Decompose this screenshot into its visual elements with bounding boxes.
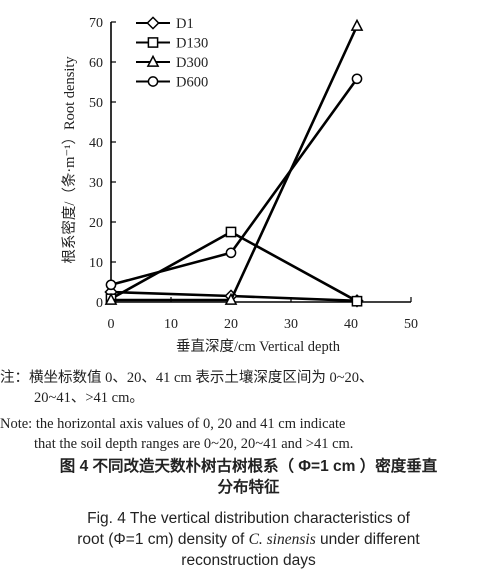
data-point-d130 bbox=[351, 295, 363, 307]
data-point-d600 bbox=[351, 73, 363, 85]
y-tick-label: 20 bbox=[89, 216, 103, 231]
data-point-d600 bbox=[225, 247, 237, 259]
note-en-line2: that the soil depth ranges are 0~20, 20~… bbox=[34, 436, 354, 452]
legend-label-d130: D130 bbox=[176, 36, 208, 52]
y-tick-label: 70 bbox=[89, 16, 103, 31]
caption-zh-line2: 分布特征 bbox=[217, 479, 280, 496]
note-zh-line1: 注：横坐标数值 0、20、41 cm 表示土壤深度区间为 0~20、 bbox=[0, 370, 374, 386]
y-tick-label: 30 bbox=[89, 176, 103, 191]
data-point-d600 bbox=[105, 279, 117, 291]
data-point-d300 bbox=[104, 292, 118, 305]
x-tick-label: 50 bbox=[404, 317, 418, 332]
species-name: C. sinensis bbox=[248, 531, 316, 548]
y-tick-label: 0 bbox=[96, 296, 103, 311]
caption-en-line2b: under different bbox=[315, 531, 420, 548]
legend-marker-d600 bbox=[147, 76, 159, 87]
root-density-chart: 0 10 20 30 40 50 60 70 0 10 20 30 40 50 D1 D130 D300 D60… bbox=[61, 16, 418, 355]
caption-zh-line1: 图 4 不同改造天数朴树古树根系（ Φ=1 cm ）密度垂直 bbox=[59, 458, 438, 475]
data-point-d300 bbox=[350, 18, 364, 31]
figure-caption-zh: 图 4 不同改造天数朴树古树根系（ Φ=1 cm ）密度垂直 分布特征 bbox=[0, 456, 497, 498]
series-layer bbox=[104, 18, 364, 308]
legend-marker-d300 bbox=[146, 54, 160, 67]
chart-legend: D1 D130 D300 D600 bbox=[136, 16, 208, 91]
caption-en-line1: Fig. 4 The vertical distribution charact… bbox=[87, 510, 410, 527]
series-d600 bbox=[105, 73, 363, 291]
legend-label-d600: D600 bbox=[176, 75, 208, 91]
x-tick-label: 30 bbox=[284, 317, 298, 332]
y-tick-label: 50 bbox=[89, 96, 103, 111]
x-axis-label: 垂直深度/cm Vertical depth bbox=[176, 338, 341, 355]
note-en-line1: Note: the horizontal axis values of 0, 2… bbox=[0, 416, 346, 432]
series-line-d300 bbox=[111, 25, 359, 302]
legend-marker-d130 bbox=[147, 37, 159, 48]
y-tick-label: 10 bbox=[89, 256, 103, 271]
y-tick-label: 60 bbox=[89, 56, 103, 71]
caption-en-line3: reconstruction days bbox=[181, 552, 316, 569]
note-zh-line2: 20~41、>41 cm。 bbox=[34, 390, 144, 406]
series-d300 bbox=[104, 18, 364, 305]
legend-label-d1: D1 bbox=[176, 16, 194, 32]
x-tick-label: 10 bbox=[164, 317, 178, 332]
x-tick-label: 0 bbox=[108, 317, 115, 332]
x-tick-label: 20 bbox=[224, 317, 238, 332]
caption-en-line2: root (Φ=1 cm) density of C. sinensis und… bbox=[0, 529, 497, 550]
y-tick-label: 40 bbox=[89, 136, 103, 151]
caption-en-line2a: root (Φ=1 cm) density of bbox=[77, 531, 249, 548]
y-axis-label: 根系密度/（条·m⁻¹）Root density bbox=[61, 56, 78, 264]
figure-caption-en: Fig. 4 The vertical distribution charact… bbox=[0, 508, 497, 571]
data-point-d300 bbox=[224, 292, 238, 305]
figure-note-en: Note: the horizontal axis values of 0, 2… bbox=[0, 414, 497, 454]
x-tick-label: 40 bbox=[344, 317, 358, 332]
figure-note: 注：横坐标数值 0、20、41 cm 表示土壤深度区间为 0~20、 20~41… bbox=[0, 368, 497, 408]
legend-marker-d1 bbox=[146, 16, 160, 30]
legend-label-d300: D300 bbox=[176, 55, 208, 71]
data-point-d130 bbox=[225, 226, 237, 238]
